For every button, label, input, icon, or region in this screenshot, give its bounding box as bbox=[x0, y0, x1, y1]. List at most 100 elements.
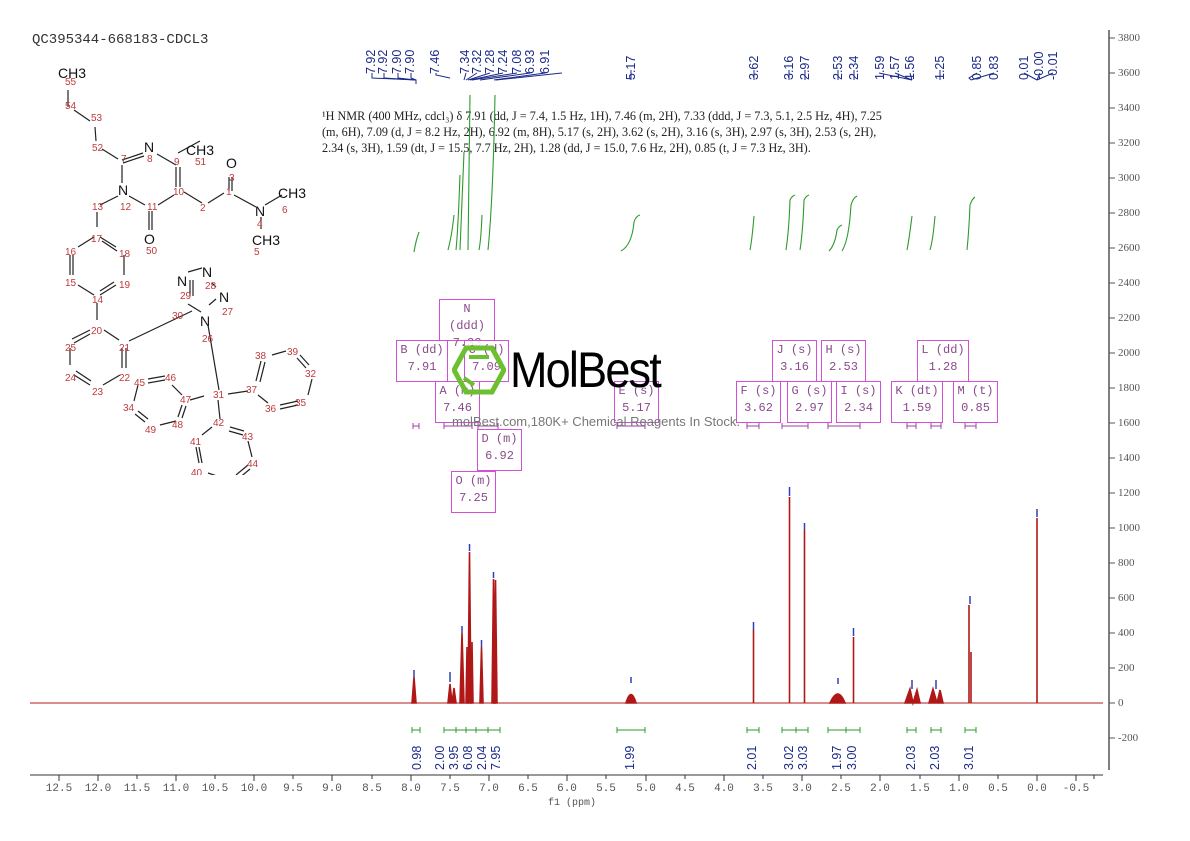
peak-label: 6.93 bbox=[523, 49, 537, 74]
watermark-logo-text: MolBest bbox=[510, 342, 662, 398]
atom-n28: N bbox=[202, 264, 212, 280]
multiplet-shift: 7.25 bbox=[459, 491, 488, 505]
multiplet-type: ddd bbox=[456, 319, 478, 333]
atom-num-37: 37 bbox=[246, 385, 258, 396]
atom-num-1: 1 bbox=[226, 187, 232, 198]
multiplet-shift: 3.62 bbox=[744, 401, 773, 415]
y-tick: 2000 bbox=[1118, 347, 1140, 359]
integral-value: 2.01 bbox=[745, 745, 759, 770]
atom-num-12: 12 bbox=[120, 202, 132, 213]
atom-num-32: 32 bbox=[305, 369, 317, 380]
peak-label: 7.32 bbox=[470, 49, 484, 74]
x-tick: 10.0 bbox=[240, 783, 268, 795]
multiplet-id: M bbox=[957, 384, 965, 398]
x-tick: 7.0 bbox=[479, 783, 499, 795]
atom-num-27: 27 bbox=[222, 307, 234, 318]
multiplet-type: s bbox=[847, 343, 855, 357]
atom-num-38: 38 bbox=[255, 351, 267, 362]
multiplet-box-M: M (t) 0.85 bbox=[953, 381, 998, 423]
multiplet-type: s bbox=[813, 384, 821, 398]
x-tick: 12.0 bbox=[84, 783, 112, 795]
x-tick: 1.0 bbox=[949, 783, 969, 795]
multiplet-shift: 2.53 bbox=[829, 360, 858, 374]
multiplet-type: dd bbox=[422, 343, 437, 357]
atom-num-10: 10 bbox=[173, 187, 185, 198]
atom-num-53: 53 bbox=[91, 113, 103, 124]
y-tick: 3600 bbox=[1118, 67, 1140, 79]
multiplet-id: D bbox=[481, 432, 489, 446]
multiplet-shift: 7.09 bbox=[472, 360, 501, 374]
atom-num-51: 51 bbox=[195, 157, 207, 168]
multiplet-id: B bbox=[400, 343, 408, 357]
x-tick: -0.5 bbox=[1062, 783, 1090, 795]
x-tick: 3.0 bbox=[792, 783, 812, 795]
atom-num-45: 45 bbox=[134, 378, 146, 389]
peak-label: 2.34 bbox=[847, 55, 861, 80]
multiplet-id: K bbox=[895, 384, 903, 398]
atom-n12: N bbox=[118, 182, 128, 198]
atom-num-7: 7 bbox=[121, 154, 127, 165]
multiplet-box-G: G (s) 2.97 bbox=[787, 381, 832, 423]
y-tick: 200 bbox=[1118, 662, 1135, 674]
x-tick: 8.0 bbox=[401, 783, 421, 795]
peak-label: 1.56 bbox=[903, 55, 917, 80]
integral-value: 3.95 bbox=[447, 745, 461, 770]
y-tick: 0 bbox=[1118, 697, 1124, 709]
multiplet-box-N: N (ddd)7.33 bbox=[439, 299, 495, 350]
multiplet-shift: 5.17 bbox=[622, 401, 651, 415]
x-tick: 2.5 bbox=[831, 783, 851, 795]
y-tick: 3400 bbox=[1118, 102, 1140, 114]
atom-num-14: 14 bbox=[92, 295, 104, 306]
x-tick: 12.5 bbox=[45, 783, 73, 795]
multiplet-box-J: J (s) 3.16 bbox=[772, 340, 817, 382]
y-tick: -200 bbox=[1118, 732, 1139, 744]
peak-label: 7.46 bbox=[428, 49, 442, 74]
multiplet-box-K: K (dt) 1.59 bbox=[891, 381, 943, 423]
peak-label: 2.97 bbox=[798, 55, 812, 80]
multiplet-type: s bbox=[762, 384, 770, 398]
x-axis-label: f1 (ppm) bbox=[548, 798, 597, 809]
integral-value: 0.98 bbox=[410, 745, 424, 770]
atom-num-4: 4 bbox=[257, 219, 263, 230]
multiplet-type: dd bbox=[943, 343, 958, 357]
multiplet-ranges bbox=[412, 423, 977, 429]
atom-o3: O bbox=[226, 155, 237, 171]
multiplet-id: N bbox=[463, 302, 471, 316]
atom-num-49: 49 bbox=[145, 425, 157, 436]
integral-value: 7.95 bbox=[489, 745, 503, 770]
atom-num-22: 22 bbox=[119, 373, 131, 384]
peak-label: 7.24 bbox=[496, 49, 510, 74]
atom-num-6: 6 bbox=[282, 205, 288, 216]
x-tick: 4.5 bbox=[675, 783, 695, 795]
atom-n27: N bbox=[219, 289, 229, 305]
atom-n4: N bbox=[255, 203, 265, 219]
x-tick: 0.0 bbox=[1027, 783, 1047, 795]
atom-num-8: 8 bbox=[147, 154, 153, 165]
atom-num-47: 47 bbox=[180, 395, 192, 406]
multiplet-type: s bbox=[640, 384, 648, 398]
x-tick: 9.0 bbox=[322, 783, 342, 795]
integral-value: 6.08 bbox=[461, 745, 475, 770]
atom-num-50: 50 bbox=[146, 246, 158, 257]
x-tick: 8.5 bbox=[362, 783, 382, 795]
integral-value: 2.00 bbox=[433, 745, 447, 770]
multiplet-shift: 7.46 bbox=[443, 401, 472, 415]
atom-n29: N bbox=[177, 273, 187, 289]
multiplet-id: A bbox=[439, 384, 447, 398]
peak-label: 6.91 bbox=[538, 49, 552, 74]
atom-num-24: 24 bbox=[65, 373, 77, 384]
atom-num-41: 41 bbox=[190, 437, 202, 448]
x-tick: 2.0 bbox=[870, 783, 890, 795]
peak-label: 2.53 bbox=[831, 55, 845, 80]
multiplet-shift: 2.34 bbox=[844, 401, 873, 415]
integral-value: 3.00 bbox=[845, 745, 859, 770]
x-tick: 7.5 bbox=[440, 783, 460, 795]
multiplet-id: G bbox=[791, 384, 799, 398]
atom-num-11: 11 bbox=[147, 202, 158, 213]
atom-num-42: 42 bbox=[213, 418, 225, 429]
atom-num-25: 25 bbox=[65, 343, 77, 354]
multiplet-box-E: E (s) 5.17 bbox=[614, 381, 659, 423]
multiplet-box-F: F (s) 3.62 bbox=[736, 381, 781, 423]
atom-num-29: 29 bbox=[180, 291, 192, 302]
multiplet-id: J bbox=[776, 343, 784, 357]
